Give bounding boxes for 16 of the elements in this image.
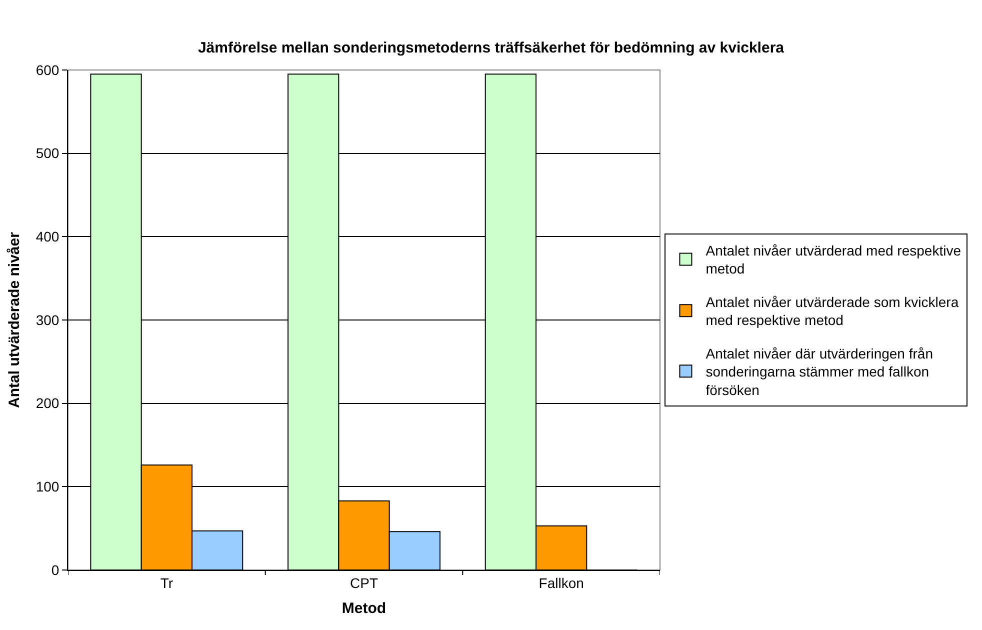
y-axis-title: Antal utvärderade nivåer bbox=[6, 232, 24, 408]
y-tick-label: 600 bbox=[36, 62, 60, 78]
x-tick-label: Fallkon bbox=[538, 574, 584, 591]
legend-label: Antalet nivåer där utvärderingen från sonderingarna stämmer med fallkon försöken bbox=[706, 345, 933, 398]
chart-title: Jämförelse mellan sonderingsmetoderns träffsäkerhet för bedömning av kvicklera bbox=[198, 40, 785, 56]
y-tick-label: 0 bbox=[51, 562, 60, 578]
y-tick-label: 200 bbox=[36, 395, 60, 412]
y-tick-label: 100 bbox=[36, 478, 60, 495]
y-tick-label: 400 bbox=[36, 228, 60, 245]
x-axis-title: Metod bbox=[342, 600, 386, 617]
y-tick-label: 500 bbox=[36, 145, 60, 162]
y-tick-label: 300 bbox=[36, 312, 60, 328]
x-tick-label: Tr bbox=[160, 574, 174, 591]
legend-label: Antalet nivåer utvärderad med respektive metod bbox=[706, 242, 962, 277]
x-tick-label: CPT bbox=[350, 574, 378, 591]
legend-label: Antalet nivåer utvärderade som kvicklera med respektive metod bbox=[706, 294, 959, 328]
